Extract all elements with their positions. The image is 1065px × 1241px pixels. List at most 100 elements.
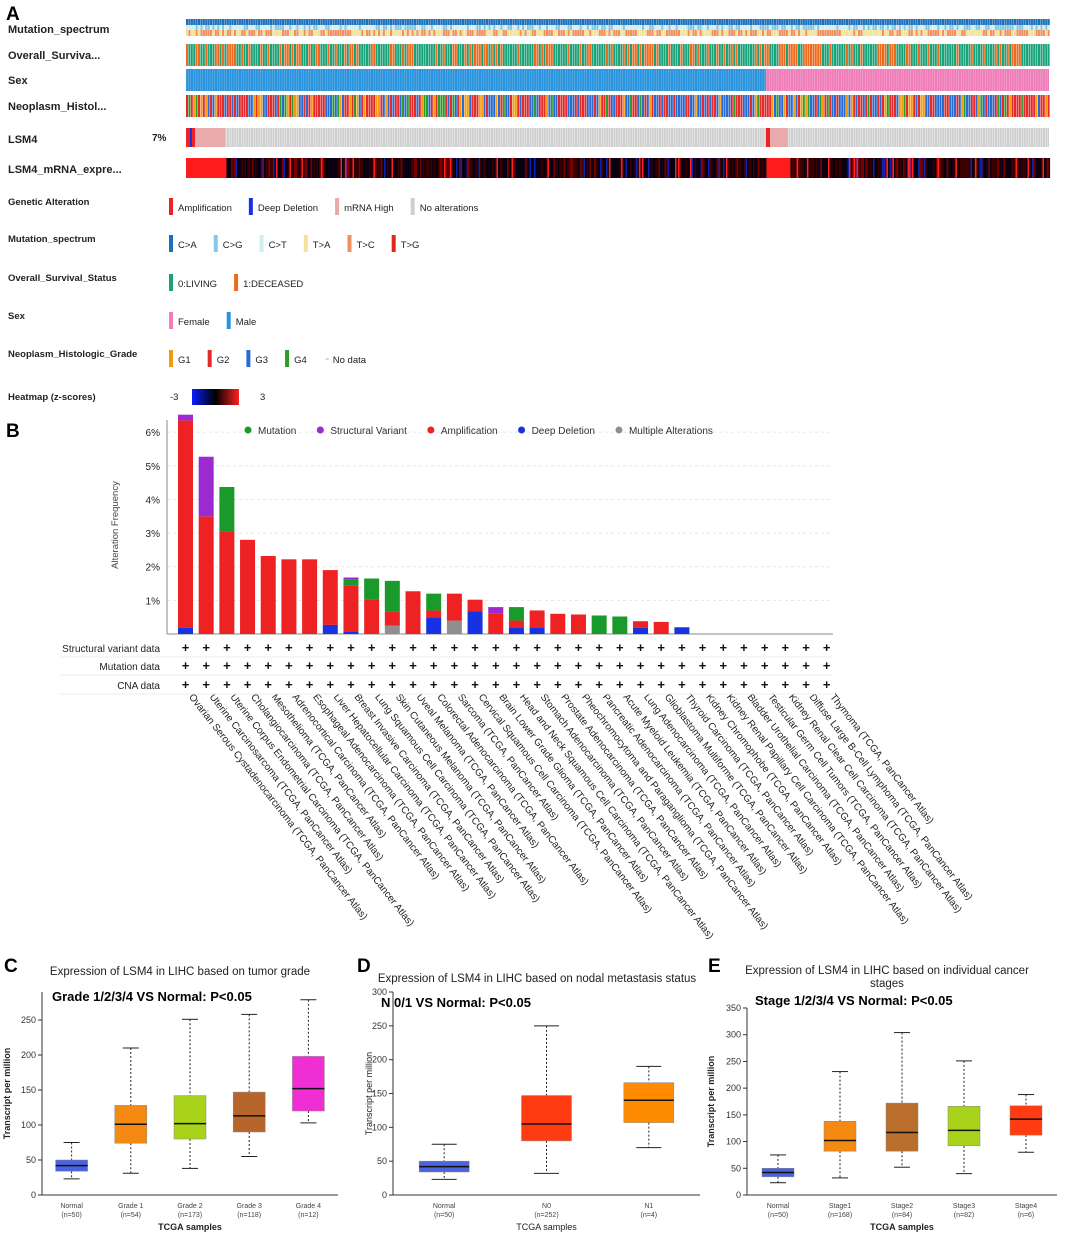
spectrum-segment: [502, 30, 505, 36]
grade-cell: [373, 95, 376, 117]
mrna-cell: [712, 158, 715, 178]
data-availability-mark: +: [182, 640, 190, 655]
spectrum-segment: [658, 30, 661, 36]
grade-cell: [654, 95, 656, 117]
mrna-cell: [571, 158, 574, 178]
spectrum-segment: [272, 19, 275, 25]
mrna-cell: [850, 158, 853, 178]
mrna-cell: [987, 158, 989, 178]
spectrum-segment: [190, 30, 193, 36]
grade-cell: [966, 95, 968, 117]
spectrum-segment: [308, 19, 311, 25]
grade-cell: [788, 95, 791, 117]
spectrum-segment: [538, 25, 541, 30]
data-availability-mark: +: [182, 677, 190, 692]
grade-cell: [346, 95, 349, 117]
mrna-cell: [853, 158, 856, 178]
survival-cell: [685, 44, 688, 66]
grade-cell: [800, 95, 803, 117]
bar-segment: [674, 627, 690, 634]
mrna-cell: [534, 158, 536, 178]
spectrum-segment: [999, 30, 1002, 36]
y-tick-label: 150: [372, 1089, 387, 1099]
x-tick-label: Grade 4: [296, 1203, 321, 1210]
mrna-cell: [1032, 158, 1034, 178]
grade-cell: [454, 95, 457, 117]
grade-cell: [726, 95, 728, 117]
x-tick-label: Grade 3: [237, 1203, 262, 1210]
spectrum-segment: [493, 30, 496, 36]
spectrum-segment: [450, 19, 453, 25]
survival-cell: [934, 44, 937, 66]
spectrum-segment: [188, 30, 191, 36]
grade-cell: [334, 95, 337, 117]
spectrum-segment: [464, 19, 467, 25]
survival-cell: [778, 44, 781, 66]
data-availability-mark: +: [326, 658, 334, 673]
mrna-cell: [837, 158, 839, 178]
box-chart-subtitle: Stage 1/2/3/4 VS Normal: P<0.05: [755, 993, 953, 1008]
spectrum-segment: [831, 30, 834, 36]
spectrum-segment: [289, 19, 292, 25]
spectrum-segment: [457, 30, 460, 36]
grade-cell: [1014, 95, 1016, 117]
grade-cell: [301, 95, 304, 117]
spectrum-segment: [486, 25, 489, 30]
data-availability-mark: +: [761, 677, 769, 692]
survival-cell: [529, 44, 532, 66]
survival-cell: [464, 44, 467, 66]
x-tick-label: Stage3: [953, 1203, 975, 1210]
spectrum-segment: [279, 19, 282, 25]
data-availability-mark: +: [492, 677, 500, 692]
mrna-cell: [460, 158, 463, 178]
survival-cell: [342, 44, 344, 66]
grade-cell: [291, 95, 294, 117]
survival-cell: [620, 44, 623, 66]
spectrum-segment: [874, 25, 877, 30]
data-availability-mark: +: [471, 640, 479, 655]
spectrum-segment: [1033, 25, 1036, 30]
mrna-cell: [273, 158, 275, 178]
spectrum-segment: [430, 19, 433, 25]
spectrum-segment: [339, 30, 342, 36]
survival-cell: [999, 44, 1002, 66]
track-percent: 7%: [152, 133, 167, 144]
survival-cell: [565, 44, 568, 66]
spectrum-segment: [596, 19, 599, 25]
survival-cell: [481, 44, 484, 66]
spectrum-segment: [994, 19, 997, 25]
box: [232, 1091, 266, 1133]
grade-cell: [253, 95, 256, 117]
bar-segment: [550, 613, 566, 634]
mrna-cell: [456, 158, 458, 178]
grade-cell: [402, 95, 404, 117]
grade-cell: [382, 95, 385, 117]
spectrum-segment: [884, 30, 887, 36]
mrna-cell: [973, 158, 976, 178]
spectrum-segment: [853, 19, 856, 25]
survival-cell: [277, 44, 280, 66]
bar-segment: [591, 615, 607, 634]
survival-cell: [990, 44, 992, 66]
spectrum-segment: [1021, 25, 1024, 30]
mrna-cell: [585, 158, 587, 178]
spectrum-segment: [800, 19, 803, 25]
mrna-cell: [295, 158, 298, 178]
spectrum-segment: [255, 30, 258, 36]
panel-letter-a: A: [6, 4, 20, 25]
survival-cell: [402, 44, 404, 66]
spectrum-segment: [838, 19, 841, 25]
grade-cell: [541, 95, 544, 117]
survival-cell: [836, 44, 839, 66]
x-tick-label: Stage4: [1015, 1203, 1037, 1210]
mrna-cell: [951, 158, 953, 178]
grade-cell: [514, 95, 517, 117]
mrna-cell: [1006, 158, 1009, 178]
data-availability-mark: +: [637, 658, 645, 673]
spectrum-segment: [1040, 19, 1043, 25]
grade-cell: [858, 95, 860, 117]
spectrum-segment: [697, 19, 700, 25]
spectrum-segment: [750, 30, 753, 36]
mrna-cell: [949, 158, 952, 178]
legend-swatch: [169, 274, 173, 291]
